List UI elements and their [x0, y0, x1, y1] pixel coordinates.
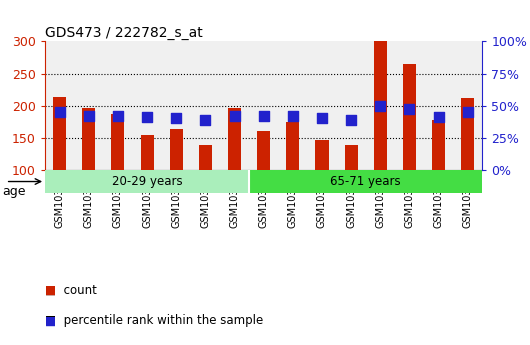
Bar — [140, 135, 154, 170]
Bar — [315, 140, 329, 170]
Bar — [53, 97, 66, 170]
Bar — [374, 41, 387, 170]
Bar — [432, 120, 445, 170]
Point — [143, 115, 152, 120]
Text: GDS473 / 222782_s_at: GDS473 / 222782_s_at — [45, 26, 203, 40]
Point — [405, 107, 413, 112]
Point — [435, 115, 443, 120]
Point — [201, 117, 210, 122]
Point — [376, 103, 384, 108]
Text: ■: ■ — [45, 283, 56, 296]
Point — [288, 113, 297, 119]
Bar — [461, 98, 474, 170]
Point — [317, 116, 326, 121]
Text: ■  percentile rank within the sample: ■ percentile rank within the sample — [45, 314, 263, 327]
Point — [463, 109, 472, 115]
Text: age: age — [3, 185, 26, 198]
Text: ■  count: ■ count — [45, 283, 97, 296]
Bar — [344, 145, 358, 170]
Point — [259, 113, 268, 119]
Text: 65-71 years: 65-71 years — [330, 175, 401, 188]
Bar — [82, 108, 95, 170]
Bar — [403, 64, 416, 170]
Point — [230, 113, 239, 119]
Bar — [45, 170, 249, 193]
Bar — [199, 146, 212, 170]
Bar — [228, 108, 241, 170]
Text: ■: ■ — [45, 314, 56, 327]
Bar — [257, 131, 270, 170]
Point — [172, 116, 180, 121]
Point — [347, 117, 355, 122]
Point — [56, 109, 64, 115]
Bar — [170, 129, 183, 170]
Bar — [249, 170, 482, 193]
Bar — [111, 114, 125, 170]
Text: 20-29 years: 20-29 years — [112, 175, 182, 188]
Point — [85, 113, 93, 119]
Bar — [286, 122, 299, 170]
Point — [113, 113, 122, 119]
